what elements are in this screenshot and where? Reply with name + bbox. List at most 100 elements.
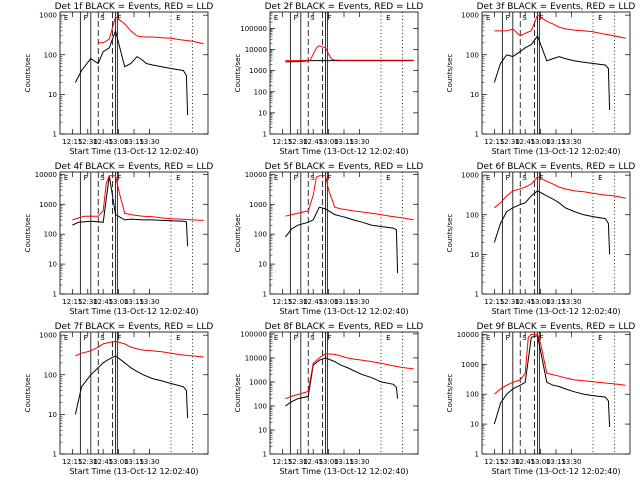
interval-label: S: [522, 174, 527, 182]
events-series-line: [285, 357, 399, 407]
x-tick-label: 13:15: [546, 298, 566, 306]
x-axis-label: Start Time (13-Oct-12 12:02:40): [279, 307, 408, 316]
x-tick-label: 13:15: [546, 138, 566, 146]
panel-det-1: Det 1f BLACK = Events, RED = LLD Counts/s…: [24, 2, 213, 156]
y-tick-label: 1: [475, 291, 479, 299]
x-tick-label: 13:30: [139, 138, 159, 146]
interval-label: S: [310, 14, 315, 22]
y-tick-label: 100: [254, 402, 267, 410]
x-tick-label: 13:30: [349, 138, 369, 146]
interval-label: F: [540, 174, 544, 182]
interval-label: F: [118, 174, 122, 182]
panel-title: Det 1f BLACK = Events, RED = LLD: [55, 2, 214, 12]
x-tick-label: 13:00: [530, 458, 550, 466]
interval-label: F: [506, 14, 510, 22]
x-tick-label: 13:30: [139, 458, 159, 466]
lld-series-line: [285, 175, 414, 221]
x-tick-label: 12:45: [303, 138, 323, 146]
x-tick-label: 13:15: [334, 298, 354, 306]
interval-label: E: [274, 14, 278, 22]
y-tick-label: 100: [466, 51, 479, 59]
interval-label: F: [506, 174, 510, 182]
events-series-line: [72, 175, 189, 247]
y-axis-label: Counts/sec: [234, 214, 242, 253]
y-tick-label: 1: [263, 131, 267, 139]
x-tick-label: 12:45: [515, 298, 535, 306]
x-tick-label: 12:15: [272, 298, 292, 306]
x-tick-label: 13:15: [124, 138, 144, 146]
y-axis-label: Counts/sec: [446, 54, 454, 93]
y-tick-label: 1: [263, 291, 267, 299]
x-tick-label: 13:00: [530, 298, 550, 306]
interval-label: E: [598, 14, 602, 22]
interval-label: F: [84, 174, 88, 182]
y-axis-label: Counts/sec: [24, 374, 32, 413]
y-axis-label: Counts/sec: [446, 214, 454, 253]
x-tick-label: 12:15: [484, 458, 504, 466]
x-tick-label: 12:15: [272, 138, 292, 146]
x-axis-label: Start Time (13-Oct-12 12:02:40): [69, 467, 198, 476]
x-tick-label: 12:45: [303, 298, 323, 306]
x-tick-label: 12:15: [484, 298, 504, 306]
x-tick-label: 13:00: [318, 138, 338, 146]
y-tick-label: 1: [475, 131, 479, 139]
interval-label: S: [100, 334, 105, 342]
panel-det-3: Det 3f BLACK = Events, RED = LLD Counts/s…: [446, 2, 635, 156]
y-tick-label: 100: [44, 371, 57, 379]
plot-frame: [481, 331, 631, 455]
x-axis-label: Start Time (13-Oct-12 12:02:40): [491, 467, 620, 476]
panel-det-8: Det 8f BLACK = Events, RED = LLD Counts/s…: [234, 322, 423, 476]
interval-label: F: [328, 14, 332, 22]
y-tick-label: 1000: [39, 201, 57, 209]
interval-label: S: [100, 14, 105, 22]
y-tick-label: 100: [254, 88, 267, 96]
panel-det-6: Det 6f BLACK = Events, RED = LLD Counts/s…: [446, 162, 635, 316]
y-tick-label: 10: [258, 109, 267, 117]
y-tick-label: 10000: [245, 46, 267, 54]
panel-det-9: Det 9f BLACK = Events, RED = LLD Counts/s…: [446, 322, 635, 476]
panel-det-2: Det 2f BLACK = Events, RED = LLD Counts/s…: [234, 2, 423, 156]
x-tick-label: 12:45: [303, 458, 323, 466]
x-tick-label: 12:45: [515, 138, 535, 146]
x-tick-label: 12:30: [78, 138, 98, 146]
lld-series-line: [493, 333, 626, 395]
interval-label: E: [486, 174, 490, 182]
interval-label: F: [118, 14, 122, 22]
y-tick-label: 10000: [245, 354, 267, 362]
events-series-line: [493, 190, 611, 255]
interval-label: F: [506, 334, 510, 342]
y-tick-label: 1000: [461, 361, 479, 369]
interval-label: E: [176, 174, 180, 182]
x-tick-label: 12:30: [500, 458, 520, 466]
x-tick-label: 13:00: [108, 458, 128, 466]
interval-label: F: [118, 334, 122, 342]
x-tick-label: 12:45: [93, 298, 113, 306]
x-tick-label: 12:30: [288, 138, 308, 146]
y-tick-label: 1000: [249, 378, 267, 386]
interval-label: F: [294, 174, 298, 182]
y-tick-label: 100000: [240, 330, 267, 338]
interval-label: F: [294, 14, 298, 22]
events-series-line: [285, 206, 399, 274]
y-tick-label: 10: [48, 411, 57, 419]
panel-det-7: Det 7f BLACK = Events, RED = LLD Counts/s…: [24, 322, 213, 476]
x-tick-label: 13:30: [561, 298, 581, 306]
x-tick-label: 12:15: [62, 298, 82, 306]
x-tick-label: 13:30: [561, 138, 581, 146]
interval-label: E: [64, 14, 68, 22]
y-tick-label: 1000: [39, 12, 57, 20]
x-tick-label: 13:00: [530, 138, 550, 146]
interval-label: E: [64, 334, 68, 342]
events-series-line: [493, 34, 611, 111]
interval-label: S: [310, 174, 315, 182]
plot-frame: [481, 11, 631, 135]
y-tick-label: 100: [254, 231, 267, 239]
y-tick-label: 1000: [461, 12, 479, 20]
y-tick-label: 1000: [39, 332, 57, 340]
lld-series-line: [285, 353, 414, 400]
panel-title: Det 4f BLACK = Events, RED = LLD: [55, 162, 214, 172]
x-tick-label: 12:45: [515, 458, 535, 466]
interval-label: E: [386, 174, 390, 182]
x-tick-label: 12:15: [484, 138, 504, 146]
